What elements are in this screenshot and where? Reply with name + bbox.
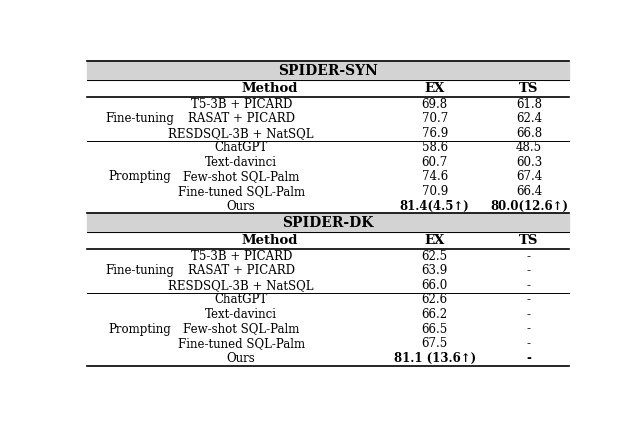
Text: Fine-tuning: Fine-tuning	[105, 112, 174, 125]
Text: Ours: Ours	[227, 352, 255, 365]
Bar	[88, 213, 568, 232]
Text: RESDSQL-3B + NatSQL: RESDSQL-3B + NatSQL	[168, 279, 314, 292]
Text: -: -	[527, 293, 531, 306]
Text: T5-3B + PICARD: T5-3B + PICARD	[191, 250, 292, 263]
Text: 76.9: 76.9	[422, 127, 448, 140]
Text: 66.4: 66.4	[516, 185, 542, 198]
Text: Fine-tuned SQL-Palm: Fine-tuned SQL-Palm	[178, 337, 305, 350]
Text: 58.6: 58.6	[422, 141, 448, 154]
Text: 70.9: 70.9	[422, 185, 448, 198]
Text: 69.8: 69.8	[422, 98, 448, 110]
Text: TS: TS	[519, 82, 539, 95]
Text: 66.8: 66.8	[516, 127, 542, 140]
Text: 67.4: 67.4	[516, 170, 542, 183]
Text: -: -	[527, 279, 531, 292]
Text: 80.0(12.6↑): 80.0(12.6↑)	[490, 200, 568, 213]
Text: 67.5: 67.5	[422, 337, 448, 350]
Text: Fine-tuning: Fine-tuning	[105, 264, 174, 277]
Text: Prompting: Prompting	[108, 170, 171, 183]
Text: Ours: Ours	[227, 200, 255, 213]
Text: RASAT + PICARD: RASAT + PICARD	[188, 264, 294, 277]
Text: 63.9: 63.9	[422, 264, 448, 277]
Text: 81.1 (13.6↑): 81.1 (13.6↑)	[394, 352, 476, 365]
Text: EX: EX	[424, 82, 445, 95]
Text: -: -	[527, 264, 531, 277]
Text: Prompting: Prompting	[108, 323, 171, 336]
Text: Fine-tuned SQL-Palm: Fine-tuned SQL-Palm	[178, 185, 305, 198]
Text: -: -	[527, 250, 531, 263]
Text: 74.6: 74.6	[422, 170, 448, 183]
Text: TS: TS	[519, 234, 539, 247]
Text: Few-shot SQL-Palm: Few-shot SQL-Palm	[183, 323, 300, 336]
Text: SPIDER-DK: SPIDER-DK	[282, 216, 374, 230]
Text: -: -	[527, 308, 531, 321]
Bar	[88, 61, 568, 80]
Text: Text-davinci: Text-davinci	[205, 308, 277, 321]
Text: Few-shot SQL-Palm: Few-shot SQL-Palm	[183, 170, 300, 183]
Text: ChatGPT: ChatGPT	[214, 141, 268, 154]
Text: Method: Method	[241, 82, 298, 95]
Text: RESDSQL-3B + NatSQL: RESDSQL-3B + NatSQL	[168, 127, 314, 140]
Text: -: -	[527, 352, 531, 365]
Text: EX: EX	[424, 234, 445, 247]
Text: 70.7: 70.7	[422, 112, 448, 125]
Text: 48.5: 48.5	[516, 141, 542, 154]
Text: -: -	[527, 337, 531, 350]
Text: 81.4(4.5↑): 81.4(4.5↑)	[400, 200, 470, 213]
Text: SPIDER-SYN: SPIDER-SYN	[278, 64, 378, 77]
Text: ChatGPT: ChatGPT	[214, 293, 268, 306]
Text: 66.2: 66.2	[422, 308, 448, 321]
Text: RASAT + PICARD: RASAT + PICARD	[188, 112, 294, 125]
Text: T5-3B + PICARD: T5-3B + PICARD	[191, 98, 292, 110]
Text: 62.4: 62.4	[516, 112, 542, 125]
Text: 60.7: 60.7	[422, 156, 448, 169]
Text: 62.6: 62.6	[422, 293, 448, 306]
Text: Method: Method	[241, 234, 298, 247]
Text: Text-davinci: Text-davinci	[205, 156, 277, 169]
Text: -: -	[527, 323, 531, 336]
Text: 66.0: 66.0	[422, 279, 448, 292]
Text: 61.8: 61.8	[516, 98, 542, 110]
Text: 66.5: 66.5	[422, 323, 448, 336]
Text: 60.3: 60.3	[516, 156, 542, 169]
Text: 62.5: 62.5	[422, 250, 448, 263]
